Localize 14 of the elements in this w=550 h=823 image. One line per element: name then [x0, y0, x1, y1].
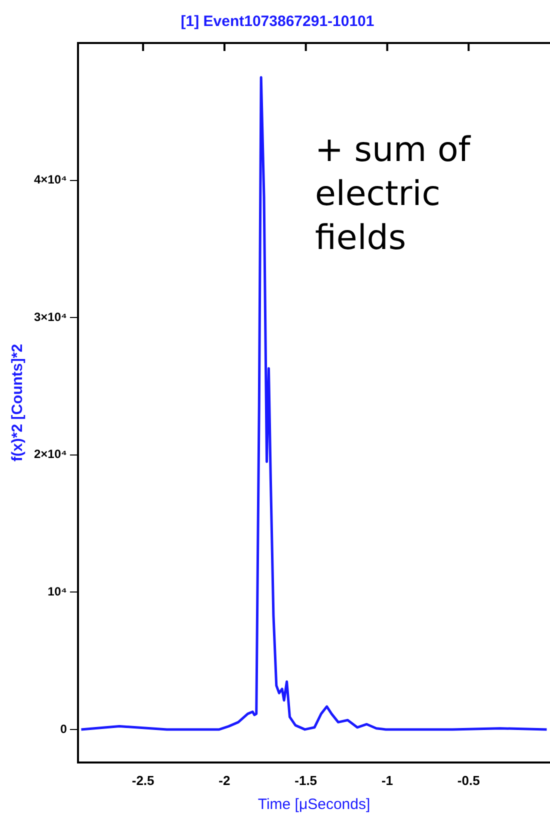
- x-tick-label: -1.5: [294, 772, 318, 788]
- x-axis-title: Time [μSeconds]: [258, 796, 370, 814]
- x-tick-label: -1: [381, 772, 394, 788]
- x-tick-label: -0.5: [457, 772, 480, 788]
- y-tick-label: 10⁴: [48, 584, 68, 598]
- y-tick-label: 0: [60, 722, 68, 736]
- x-tick-label: -2: [218, 772, 230, 788]
- y-tick-label: 4×10⁴: [34, 172, 68, 187]
- y-tick-label: 2×10⁴: [34, 447, 68, 462]
- annotation: + sum of electric fields: [315, 129, 472, 260]
- y-tick-label: 3×10⁴: [34, 310, 68, 324]
- chart-title: [1] Event1073867291-10101: [180, 13, 374, 30]
- y-axis-title: f(x)*2 [Counts]*2: [9, 344, 26, 462]
- x-tick-label: -2.5: [132, 772, 154, 788]
